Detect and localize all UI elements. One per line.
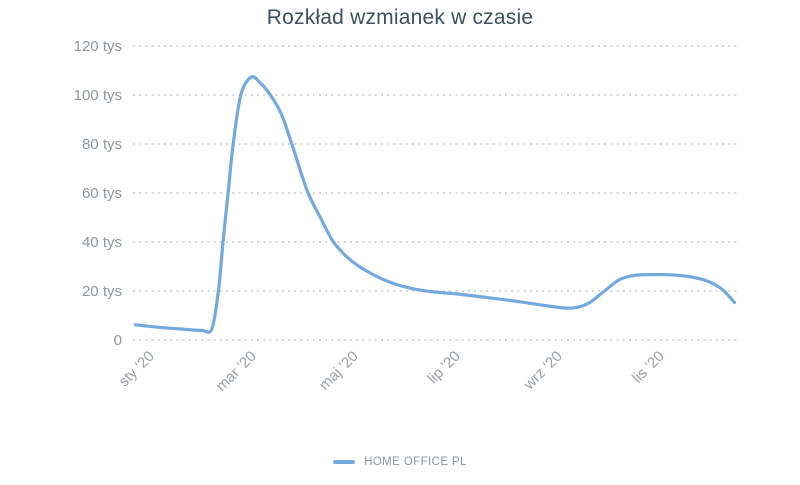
x-axis-tick-label: maj '20 (316, 348, 362, 394)
legend-line-swatch (333, 460, 356, 464)
legend-item-home-office-pl[interactable]: HOME OFFICE PL (0, 456, 800, 468)
legend-series-label: HOME OFFICE PL (364, 456, 467, 468)
x-axis-tick-label: wrz '20 (520, 348, 566, 394)
y-axis-tick-label: 60 tys (82, 185, 122, 202)
y-axis-tick-label: 20 tys (82, 283, 122, 300)
y-axis-tick-label: 40 tys (82, 234, 122, 251)
line-chart-plot-area[interactable]: 0 20 tys 40 tys 60 tys 80 tys 100 tys 120 tys s… (0, 30, 800, 450)
y-axis-tick-label: 80 tys (82, 136, 122, 153)
y-axis-tick-label: 100 tys (74, 87, 122, 104)
y-axis-tick-label: 0 (114, 332, 122, 349)
x-axis-tick-label: lis '20 (629, 348, 668, 387)
y-axis-tick-label: 120 tys (74, 38, 122, 55)
x-axis-tick-label: lip '20 (424, 348, 463, 387)
x-axis-tick-label: mar '20 (213, 348, 260, 395)
x-axis-tick-label: sty '20 (115, 348, 157, 390)
chart-title: Rozkład wzmianek w czasie (266, 6, 534, 29)
series-line-home-office-pl[interactable] (133, 75, 737, 334)
